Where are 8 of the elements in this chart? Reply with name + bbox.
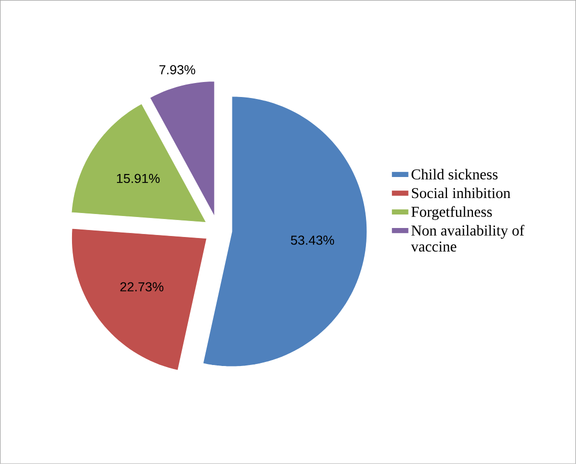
- data-label: 22.73%: [120, 282, 164, 292]
- legend-label: Child sickness: [412, 168, 498, 180]
- legend-label: Social inhibition: [412, 188, 510, 198]
- data-label: 15.91%: [116, 174, 160, 184]
- legend-label: Non availability of vaccine: [410, 224, 524, 252]
- data-label: 7.93%: [159, 65, 196, 74]
- legend-label: Forgetfulness: [411, 206, 492, 220]
- data-label: 53.43%: [290, 236, 334, 245]
